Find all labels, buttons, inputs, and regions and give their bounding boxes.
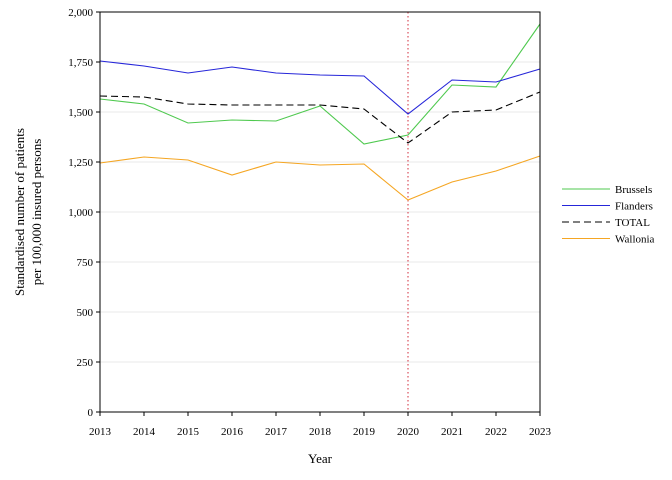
- y-axis: 0 250 500 750 1,000 1,250 1,500 1,750 2,000: [68, 7, 100, 419]
- y-tick-label-500: 500: [77, 307, 94, 319]
- legend-label-wallonia: Wallonia: [615, 234, 655, 246]
- gridlines: [100, 61, 540, 363]
- x-tick-label-2020: 2020: [397, 426, 420, 438]
- x-tick-label-2019: 2019: [353, 426, 376, 438]
- y-tick-label-1750: 1,750: [68, 57, 93, 69]
- y-tick-label-1250: 1,250: [68, 157, 93, 169]
- y-tick-label-0: 0: [88, 407, 94, 419]
- x-axis: 2013 2014 2015 2016 2017 2018 2019 2020 2021 2022…: [89, 412, 552, 438]
- series-line-total: [99, 91, 541, 144]
- x-tick-label-2018: 2018: [309, 426, 332, 438]
- x-tick-label-2021: 2021: [441, 426, 463, 438]
- y-tick-label-1500: 1,500: [68, 107, 93, 119]
- legend-label-brussels: Brussels: [615, 184, 652, 196]
- legend-label-total: TOTAL: [615, 217, 650, 229]
- y-tick-label-2000: 2,000: [68, 7, 93, 19]
- y-tick-label-750: 750: [77, 257, 94, 269]
- series-line-wallonia: [99, 155, 541, 201]
- y-tick-label-1000: 1,000: [68, 207, 93, 219]
- legend: Brussels Flanders TOTAL Wallonia: [562, 184, 655, 246]
- x-axis-title: Year: [308, 451, 333, 466]
- series-line-flanders: [99, 60, 541, 115]
- x-tick-label-2017: 2017: [265, 426, 288, 438]
- y-axis-title-line-2: per 100,000 insured persons: [29, 139, 44, 286]
- x-tick-label-2016: 2016: [221, 426, 244, 438]
- y-axis-title-line-1: Standardised number of patients: [12, 128, 27, 296]
- y-tick-label-250: 250: [77, 357, 94, 369]
- series-layer: [99, 23, 541, 201]
- y-axis-title: Standardised number of patients per 100,…: [12, 128, 44, 296]
- legend-label-flanders: Flanders: [615, 201, 653, 213]
- x-tick-label-2013: 2013: [89, 426, 112, 438]
- x-tick-label-2014: 2014: [133, 426, 156, 438]
- series-line-brussels: [99, 23, 541, 145]
- x-tick-label-2023: 2023: [529, 426, 552, 438]
- x-tick-label-2022: 2022: [485, 426, 507, 438]
- x-tick-label-2015: 2015: [177, 426, 200, 438]
